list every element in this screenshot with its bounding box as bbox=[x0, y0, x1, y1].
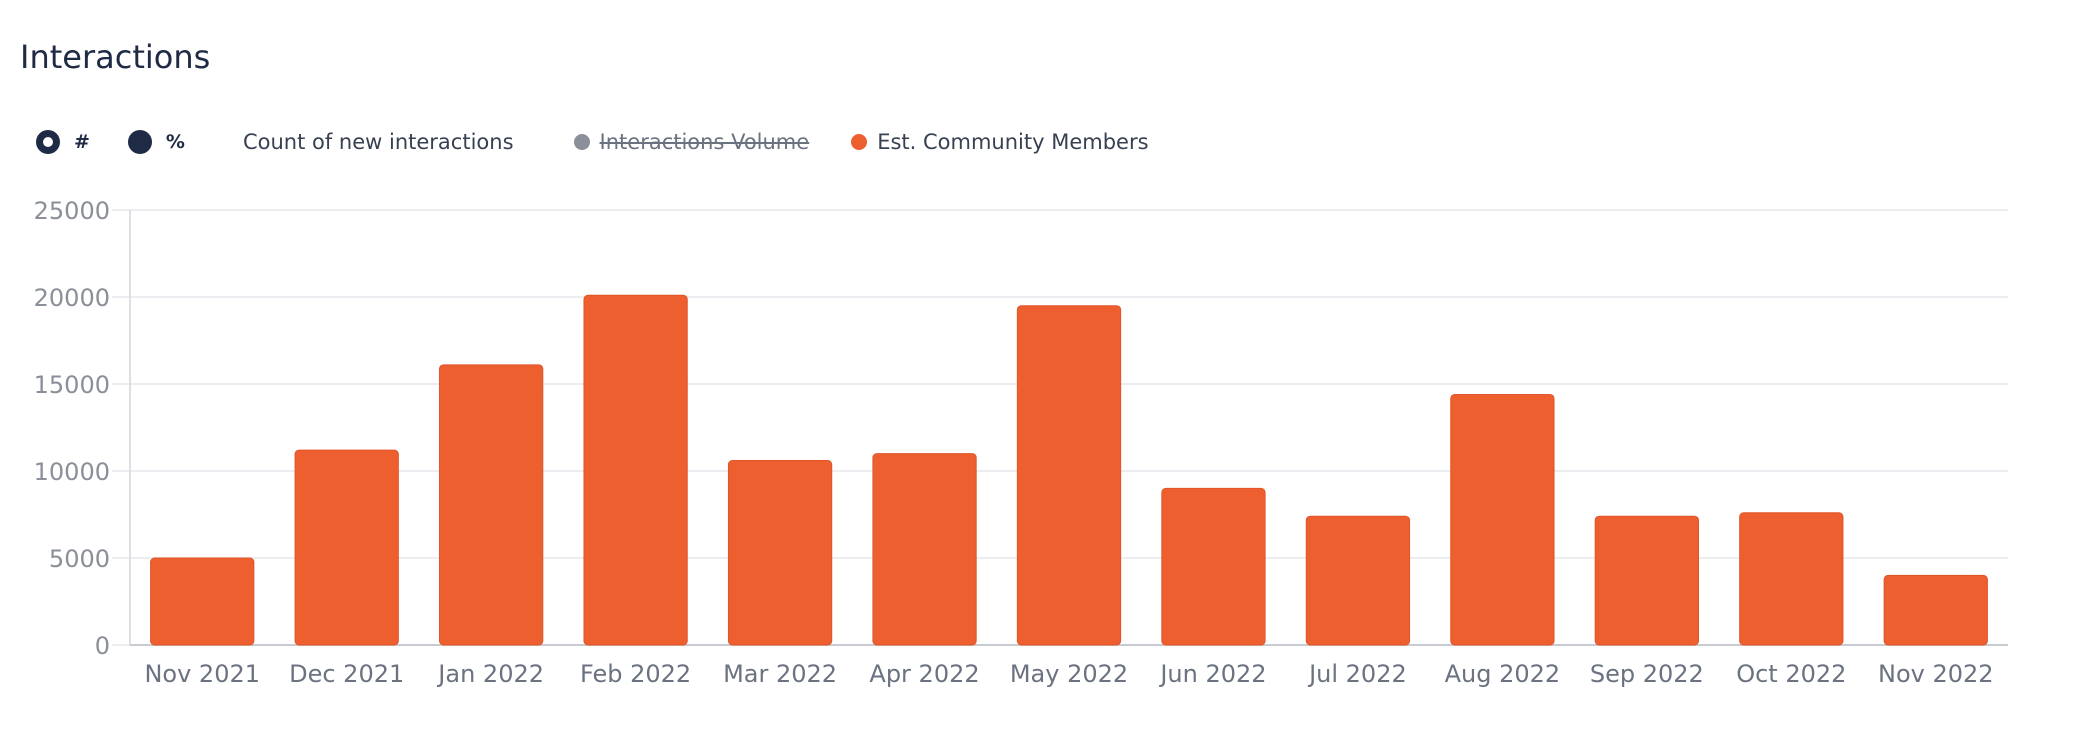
y-tick-label: 20000 bbox=[34, 284, 110, 312]
y-tick-label: 5000 bbox=[49, 545, 110, 573]
bar bbox=[1016, 305, 1122, 646]
metric-label: Count of new interactions bbox=[242, 130, 514, 154]
x-tick-label: May 2022 bbox=[1010, 660, 1128, 688]
mode-percent-radio[interactable]: % bbox=[127, 130, 185, 154]
x-tick-label: Nov 2021 bbox=[144, 660, 260, 688]
x-tick-label: Dec 2021 bbox=[289, 660, 404, 688]
y-tick-label: 10000 bbox=[34, 458, 110, 486]
legend-item-interactions-volume[interactable]: Interactions Volume bbox=[573, 130, 810, 154]
bar bbox=[1161, 487, 1266, 646]
x-tick-label: Sep 2022 bbox=[1590, 660, 1704, 688]
x-tick-label: Jul 2022 bbox=[1307, 660, 1407, 688]
bar bbox=[1450, 393, 1555, 646]
x-tick-label: Aug 2022 bbox=[1445, 660, 1561, 688]
legend-dot-icon bbox=[851, 134, 868, 150]
bar bbox=[1883, 574, 1988, 646]
y-tick-label: 0 bbox=[95, 632, 110, 660]
y-tick-label: 15000 bbox=[34, 371, 110, 399]
chart-controls: # % Count of new interactions Interactio… bbox=[36, 124, 1191, 160]
x-tick-label: Oct 2022 bbox=[1736, 660, 1846, 688]
bar bbox=[1305, 515, 1411, 646]
bar bbox=[294, 449, 399, 646]
bar bbox=[1594, 515, 1699, 646]
legend-dot-icon bbox=[573, 134, 590, 150]
x-tick-label: Nov 2022 bbox=[1878, 660, 1994, 688]
mode-count-label: # bbox=[74, 131, 90, 153]
bar bbox=[583, 294, 688, 646]
y-tick-label: 25000 bbox=[34, 197, 110, 225]
legend-label: Est. Community Members bbox=[877, 130, 1149, 154]
mode-percent-label: % bbox=[165, 131, 185, 153]
x-tick-label: Feb 2022 bbox=[580, 660, 691, 688]
bar bbox=[439, 364, 544, 646]
radio-selected-icon bbox=[36, 130, 60, 154]
x-tick-label: Apr 2022 bbox=[869, 660, 979, 688]
chart-title: Interactions bbox=[20, 38, 211, 76]
radio-unselected-icon bbox=[127, 130, 152, 154]
bar bbox=[150, 557, 255, 646]
bar bbox=[872, 453, 977, 646]
x-tick-label: Mar 2022 bbox=[723, 660, 837, 688]
bar bbox=[1739, 512, 1844, 646]
x-tick-label: Jun 2022 bbox=[1158, 660, 1266, 688]
legend-label: Interactions Volume bbox=[599, 130, 810, 154]
legend-item-est-community-members[interactable]: Est. Community Members bbox=[851, 130, 1149, 154]
bar bbox=[727, 460, 833, 646]
mode-count-radio[interactable]: # bbox=[36, 130, 90, 154]
x-tick-label: Jan 2022 bbox=[436, 660, 544, 688]
